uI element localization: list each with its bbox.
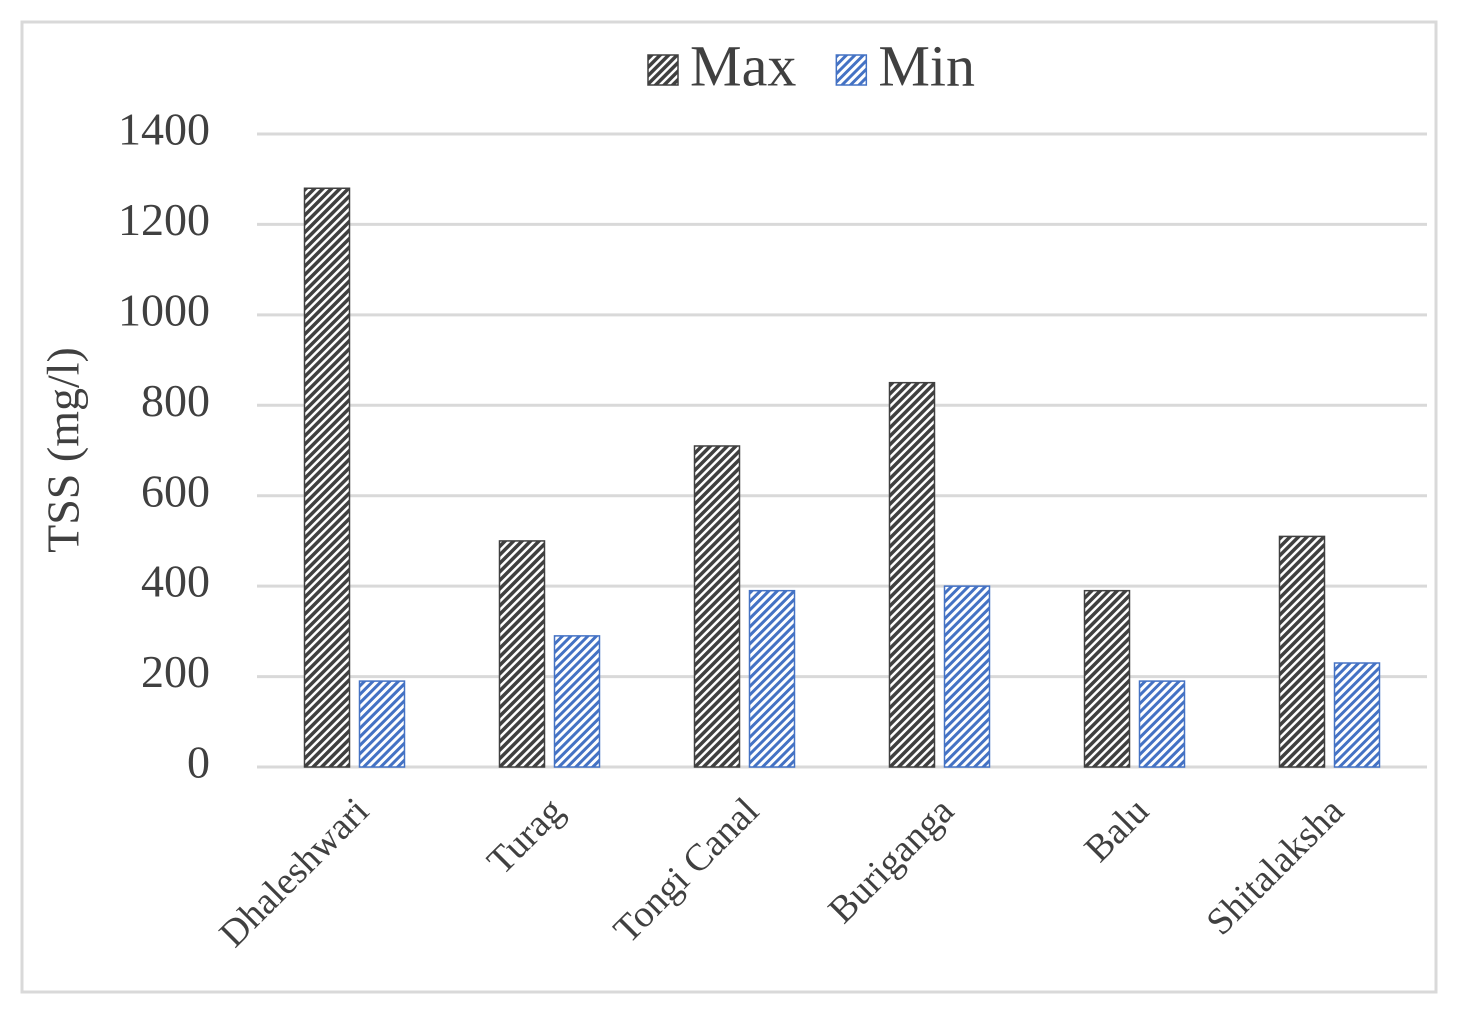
legend-swatch — [835, 54, 868, 86]
bar — [693, 445, 741, 768]
y-tick-label: 200 — [141, 646, 210, 697]
bar — [748, 589, 796, 768]
bar — [303, 187, 351, 768]
bar — [498, 540, 546, 768]
bar — [1333, 662, 1381, 768]
bar — [553, 635, 601, 768]
bar — [943, 585, 991, 768]
bar — [888, 381, 936, 768]
y-tick-label: 1200 — [118, 194, 210, 245]
y-tick-label: 600 — [141, 465, 210, 516]
y-axis-title: TSS (mg/l) — [38, 347, 89, 553]
bar — [358, 680, 406, 768]
y-tick-label: 0 — [187, 737, 210, 788]
y-tick-label: 1000 — [118, 284, 210, 335]
legend-label: Min — [878, 33, 975, 98]
bar — [1138, 680, 1186, 768]
y-tick-label: 800 — [141, 375, 210, 426]
bar — [1278, 535, 1326, 768]
y-tick-label: 1400 — [118, 104, 210, 155]
legend-label: Max — [690, 33, 796, 98]
bar — [1083, 589, 1131, 768]
y-tick-label: 400 — [141, 556, 210, 607]
legend-swatch — [647, 54, 679, 86]
